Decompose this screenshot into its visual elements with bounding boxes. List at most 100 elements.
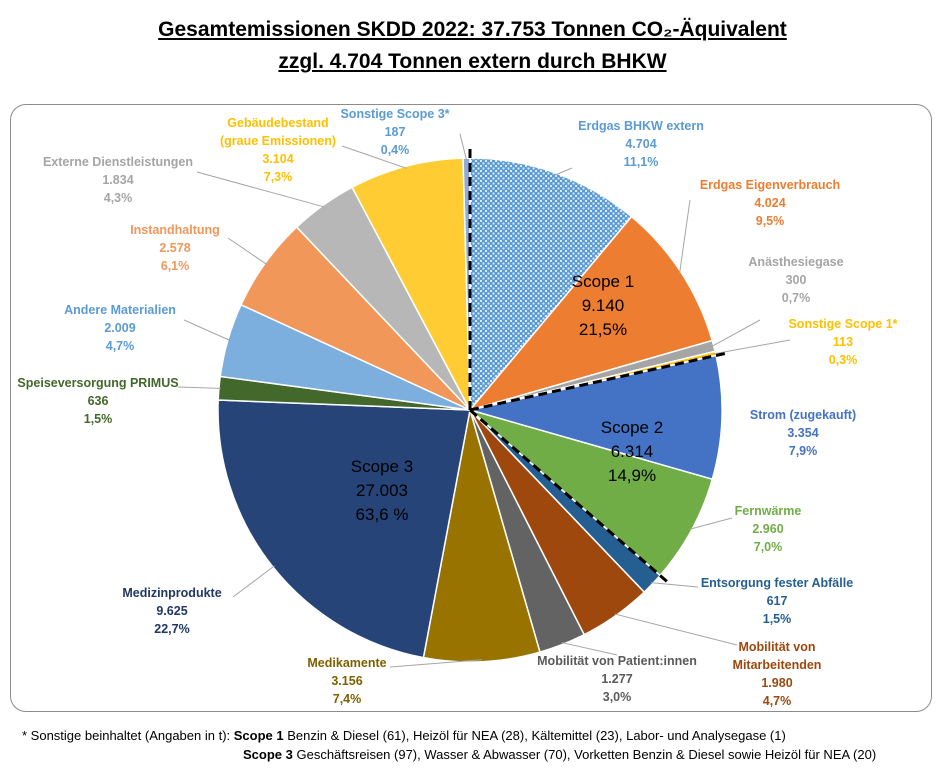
slice-label-line: Mitarbeitenden	[733, 658, 822, 672]
footnote-scope3-label: Scope 3	[243, 747, 293, 762]
slice-label-line: 3.104	[262, 152, 293, 166]
pie-slices	[217, 157, 723, 663]
slice-labels: Erdgas BHKW extern 4.704 11,1% Erdgas Eigen…	[17, 107, 897, 708]
slice-label-line: 1,5%	[84, 412, 113, 426]
scope-labels: Scope 1 9.140 21,5% Scope 2 6.314 14,9% Scope …	[351, 272, 663, 524]
slice-label-line: 617	[767, 594, 788, 608]
leader-line-gebaeudebestand-graue-emissionen	[341, 145, 407, 169]
slice-label-line: 3.156	[331, 674, 362, 688]
slice-label-line: Entsorgung fester Abfälle	[701, 576, 853, 590]
leader-line-mobilitaet-von-patient-innen	[561, 642, 618, 656]
slice-label-line: 2.578	[159, 241, 190, 255]
slice-label-line: 113	[833, 335, 853, 349]
scope-label-line: 63,6 %	[356, 505, 409, 524]
scope-divider-3	[469, 408, 671, 585]
slice-label-line: Sonstige Scope 3*	[340, 107, 449, 121]
slice-label-entsorgung-fester-abfaelle: Entsorgung fester Abfälle 617 1,5%	[701, 576, 853, 626]
footnote-scope3-text: Geschäftsreisen (97), Wasser & Abwasser …	[292, 747, 877, 762]
scope-label-line: Scope 1	[572, 272, 634, 291]
leader-line-andere-materialien	[183, 319, 231, 341]
slice-label-medizinprodukte: Medizinprodukte 9.625 22,7%	[122, 586, 221, 636]
slice-label-line: 636	[88, 394, 109, 408]
slice-label-line: 1.980	[761, 676, 792, 690]
slice-label-line: 0,7%	[782, 291, 811, 305]
slice-label-line: 187	[385, 125, 406, 139]
leader-line-medizinprodukte	[232, 565, 275, 598]
slice-label-line: 4.704	[625, 137, 656, 151]
slice-label-line: Erdgas Eigenverbrauch	[700, 178, 840, 192]
slice-label-line: 1,5%	[763, 612, 792, 626]
slice-label-line: 4.024	[754, 196, 785, 210]
slice-label-line: Medikamente	[307, 656, 386, 670]
slice-label-mobilitaet-von-mitarbeitenden: Mobilität von Mitarbeitenden 1.980 4,7%	[733, 640, 822, 708]
leader-line-mobilitaet-von-mitarbeitenden	[614, 613, 738, 646]
slice-label-line: 0,4%	[381, 143, 410, 157]
slice-label-line: Instandhaltung	[130, 223, 220, 237]
slice-label-line: Sonstige Scope 1*	[788, 317, 897, 331]
slice-label-line: 7,3%	[264, 170, 293, 184]
slice-label-line: 1.277	[601, 672, 632, 686]
slice-label-strom-zugekauft: Strom (zugekauft) 3.354 7,9%	[750, 408, 856, 458]
chart-title-line-1: Gesamtemissionen SKDD 2022: 37.753 Tonne…	[158, 18, 787, 41]
chart-frame	[10, 104, 932, 712]
scope-label-line: 21,5%	[579, 320, 627, 339]
slice-label-line: 6,1%	[161, 259, 190, 273]
scope-label-line: 9.140	[582, 296, 625, 315]
slice-label-line: 0,3%	[829, 353, 858, 367]
scope-label-3: Scope 3 27.003 63,6 %	[351, 457, 413, 524]
slice-label-line: 2.009	[104, 321, 135, 335]
footnote-line-1: * Sonstige beinhaltet (Angaben in t): Sc…	[22, 728, 786, 743]
slice-label-line: 1.834	[102, 173, 133, 187]
slice-label-line: Medizinprodukte	[122, 586, 221, 600]
slice-label-line: 3.354	[787, 426, 818, 440]
footnote-intro: * Sonstige beinhaltet (Angaben in t):	[22, 728, 234, 743]
scope-label-line: Scope 2	[601, 418, 663, 437]
slice-label-line: 7,4%	[333, 692, 362, 706]
footnote-scope1-label: Scope 1	[233, 728, 284, 743]
slice-label-line: 9.625	[156, 604, 187, 618]
pie-slice-erdgas-bhkw-extern	[469, 157, 633, 413]
scope-dividers	[468, 148, 729, 585]
slice-label-line: 4,7%	[106, 339, 135, 353]
leader-line-erdgas-bhkw-extern	[555, 167, 573, 176]
slice-label-line: 7,9%	[789, 444, 818, 458]
slice-label-line: (graue Emissionen)	[220, 134, 336, 148]
slice-label-line: 4,7%	[763, 694, 792, 708]
scope-label-line: 14,9%	[608, 466, 656, 485]
slice-label-erdgas-bhkw-extern: Erdgas BHKW extern 4.704 11,1%	[578, 119, 704, 169]
slice-label-gebaeudebestand-graue-emissionen: Gebäudebestand (graue Emissionen) 3.104 7,3…	[220, 116, 336, 184]
leader-line-sonstige-scope-1	[713, 339, 791, 355]
leader-line-fernwaerme	[689, 517, 733, 530]
slice-label-externe-dienstleistungen: Externe Dienstleistungen 1.834 4,3%	[43, 155, 193, 205]
scope-label-line: 6.314	[611, 442, 654, 461]
scope-label-line: Scope 3	[351, 457, 413, 476]
leader-line-anaesthesiegase	[711, 319, 761, 347]
slice-label-line: Andere Materialien	[64, 303, 176, 317]
leader-line-erdgas-eigenverbrauch	[679, 199, 691, 274]
slice-label-line: 22,7%	[154, 622, 189, 636]
slice-label-line: Fernwärme	[735, 504, 802, 518]
leader-line-instandhaltung	[227, 237, 268, 265]
slice-label-line: Speiseversorgung PRIMUS	[17, 376, 178, 390]
slice-label-line: Gebäudebestand	[227, 116, 328, 130]
slice-label-line: 4,3%	[104, 191, 133, 205]
leader-line-medikamente	[389, 659, 482, 668]
pie-slice-medikamente	[422, 409, 541, 663]
chart-title-line-2: zzgl. 4.704 Tonnen extern durch BHKW	[278, 50, 667, 73]
leader-line-speiseversorgung-primus	[177, 386, 221, 389]
slice-label-line: 11,1%	[624, 155, 659, 169]
slice-label-line: Mobilität von Patient:innen	[537, 654, 697, 668]
scope-divider-2	[469, 351, 729, 412]
slice-label-line: 7,0%	[754, 540, 783, 554]
slice-label-fernwaerme: Fernwärme 2.960 7,0%	[735, 504, 802, 554]
slice-label-line: Mobilität von	[738, 640, 815, 654]
slice-label-instandhaltung: Instandhaltung 2.578 6,1%	[130, 223, 220, 273]
slice-label-line: 3,0%	[603, 690, 632, 704]
slice-label-anaesthesiegase: Anästhesiegase 300 0,7%	[748, 255, 843, 305]
slice-label-line: Externe Dienstleistungen	[43, 155, 193, 169]
slice-label-line: 2.960	[752, 522, 783, 536]
slice-label-line: 9,5%	[756, 214, 785, 228]
scope-label-1: Scope 1 9.140 21,5%	[572, 272, 634, 339]
footnote-scope1-text: Benzin & Diesel (61), Heizöl für NEA (28…	[283, 728, 786, 743]
